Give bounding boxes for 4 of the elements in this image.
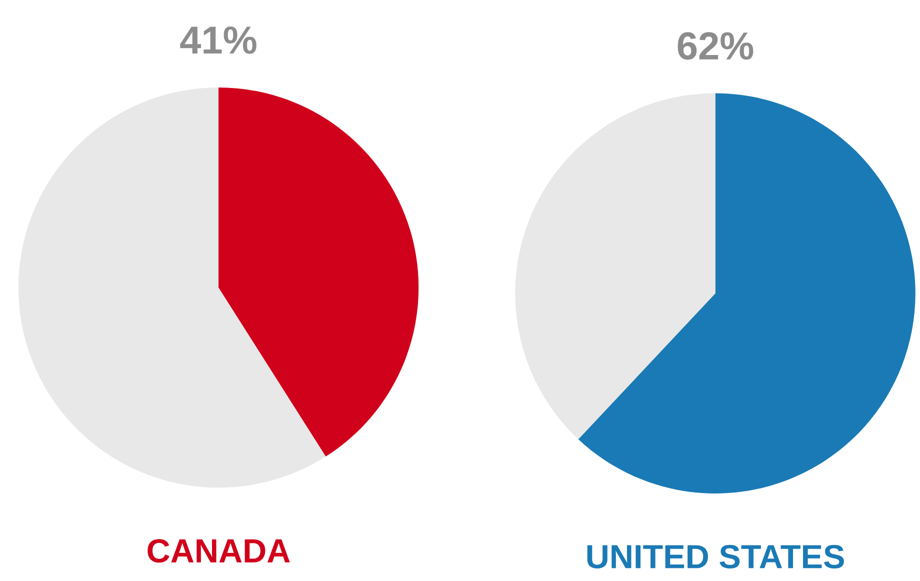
data-label: 41% [180,26,256,54]
data-label: 62% [678,32,754,60]
text: UNITED STATES [587,544,844,568]
text: CANADA [148,539,290,563]
